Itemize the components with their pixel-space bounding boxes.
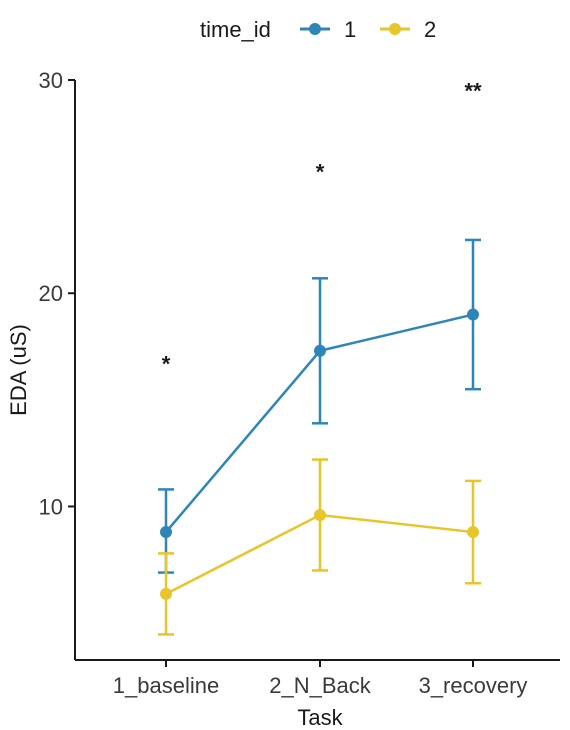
data-point <box>160 587 172 600</box>
y-tick-label: 30 <box>39 68 63 93</box>
significance-marker: ** <box>464 79 482 104</box>
data-point <box>160 526 172 539</box>
x-ticks: 1_baseline 2_N_Back 3_recovery <box>113 660 528 698</box>
y-ticks: 10 20 30 <box>39 68 75 519</box>
x-tick-label: 3_recovery <box>419 673 528 698</box>
x-tick-label: 2_N_Back <box>269 673 372 698</box>
legend-key-point <box>309 23 321 35</box>
legend-label: 1 <box>344 17 356 42</box>
legend-key-point <box>389 23 401 35</box>
data-point <box>314 344 326 357</box>
axes <box>74 80 560 661</box>
legend: time_id 1 2 <box>200 17 436 42</box>
series-layer <box>158 238 481 636</box>
x-axis-title: Task <box>297 705 343 730</box>
legend-title: time_id <box>200 17 271 42</box>
x-tick-label: 1_baseline <box>113 673 219 698</box>
data-point <box>467 526 479 539</box>
significance-marker: * <box>162 351 171 376</box>
y-tick-label: 10 <box>39 494 63 519</box>
data-point <box>314 509 326 521</box>
legend-label: 2 <box>424 17 436 42</box>
y-axis-title: EDA (uS) <box>6 324 31 416</box>
significance-marker: * <box>316 160 325 185</box>
y-tick-label: 20 <box>39 281 63 306</box>
series-2 <box>158 458 481 636</box>
data-point <box>467 308 479 321</box>
annotations: **** <box>162 79 482 377</box>
